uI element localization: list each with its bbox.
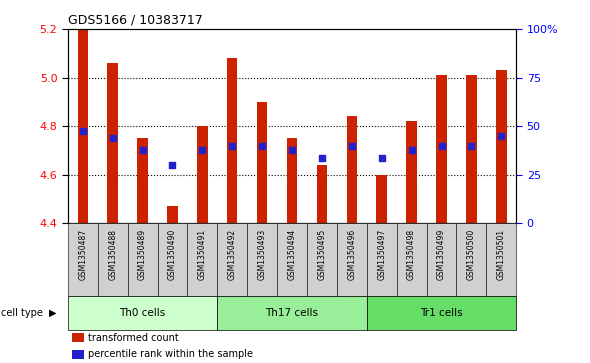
Text: GSM1350498: GSM1350498 — [407, 229, 416, 280]
Point — [108, 135, 117, 141]
Bar — [77, 29, 88, 223]
Bar — [337, 223, 367, 296]
Text: GSM1350491: GSM1350491 — [198, 229, 207, 280]
Point — [78, 128, 87, 134]
Text: percentile rank within the sample: percentile rank within the sample — [88, 349, 253, 359]
Text: GSM1350495: GSM1350495 — [317, 229, 326, 280]
Bar — [396, 223, 427, 296]
Bar — [217, 223, 247, 296]
Bar — [68, 223, 98, 296]
Bar — [217, 296, 367, 330]
Text: ▶: ▶ — [49, 308, 57, 318]
Point — [467, 143, 476, 148]
Bar — [158, 223, 188, 296]
Bar — [367, 296, 516, 330]
Text: Th17 cells: Th17 cells — [266, 308, 319, 318]
Text: GSM1350487: GSM1350487 — [78, 229, 87, 280]
Text: GSM1350494: GSM1350494 — [287, 229, 297, 280]
Bar — [407, 121, 417, 223]
Text: GSM1350490: GSM1350490 — [168, 229, 177, 280]
Bar — [107, 63, 118, 223]
Bar — [457, 223, 486, 296]
Point — [377, 155, 386, 160]
Point — [437, 143, 446, 148]
Point — [347, 143, 356, 148]
Bar — [436, 75, 447, 223]
Bar — [317, 165, 327, 223]
Point — [168, 162, 177, 168]
Bar — [197, 126, 208, 223]
Point — [407, 147, 417, 153]
Point — [497, 133, 506, 139]
Bar — [346, 117, 357, 223]
Bar — [257, 102, 267, 223]
Bar — [496, 70, 507, 223]
Text: GSM1350493: GSM1350493 — [258, 229, 267, 280]
Text: Tr1 cells: Tr1 cells — [420, 308, 463, 318]
Bar — [307, 223, 337, 296]
Point — [198, 147, 207, 153]
Bar — [227, 58, 238, 223]
Point — [317, 155, 327, 160]
Point — [257, 143, 267, 148]
Bar — [73, 350, 84, 359]
Bar — [466, 75, 477, 223]
Bar — [127, 223, 158, 296]
Text: GSM1350500: GSM1350500 — [467, 229, 476, 280]
Text: GSM1350489: GSM1350489 — [138, 229, 147, 280]
Bar — [137, 138, 148, 223]
Text: Th0 cells: Th0 cells — [119, 308, 166, 318]
Text: GSM1350501: GSM1350501 — [497, 229, 506, 280]
Bar — [68, 296, 217, 330]
Text: GSM1350488: GSM1350488 — [108, 229, 117, 280]
Text: transformed count: transformed count — [88, 333, 179, 343]
Bar — [277, 223, 307, 296]
Bar — [367, 223, 396, 296]
Bar — [188, 223, 217, 296]
Point — [228, 143, 237, 148]
Bar — [486, 223, 516, 296]
Text: cell type: cell type — [1, 308, 42, 318]
Bar — [247, 223, 277, 296]
Text: GSM1350499: GSM1350499 — [437, 229, 446, 280]
Point — [287, 147, 297, 153]
Text: GSM1350497: GSM1350497 — [377, 229, 386, 280]
Point — [138, 147, 148, 153]
Bar — [376, 175, 387, 223]
Bar — [287, 138, 297, 223]
Text: GSM1350496: GSM1350496 — [348, 229, 356, 280]
Text: GSM1350492: GSM1350492 — [228, 229, 237, 280]
Bar — [98, 223, 127, 296]
Bar — [427, 223, 457, 296]
Text: GDS5166 / 10383717: GDS5166 / 10383717 — [68, 13, 202, 26]
Bar — [167, 206, 178, 223]
Bar — [73, 333, 84, 342]
